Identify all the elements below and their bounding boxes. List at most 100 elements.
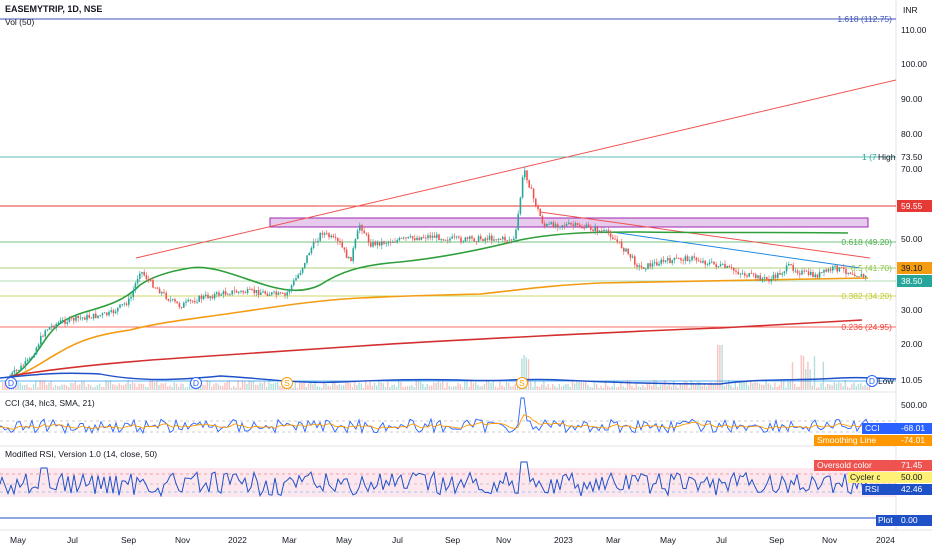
volume-bar bbox=[725, 383, 728, 390]
candle-body bbox=[574, 223, 577, 226]
candle-body bbox=[581, 227, 583, 229]
volume-bar bbox=[851, 384, 853, 390]
volume-bar bbox=[703, 383, 706, 390]
volume-bar bbox=[316, 386, 318, 390]
volume-bar bbox=[290, 386, 292, 390]
price-tick: 70.00 bbox=[901, 164, 923, 174]
volume-bar bbox=[362, 387, 365, 390]
volume-bar bbox=[395, 386, 398, 390]
candle-body bbox=[700, 261, 702, 263]
volume-bar bbox=[571, 381, 574, 390]
candle-body bbox=[526, 170, 528, 181]
moving-average-green[interactable] bbox=[9, 231, 849, 379]
volume-bar bbox=[684, 381, 686, 390]
volume-bar bbox=[642, 385, 644, 390]
rsi-line[interactable] bbox=[0, 461, 870, 498]
candle-body bbox=[198, 295, 200, 302]
candle-body bbox=[411, 236, 414, 239]
volume-bar bbox=[180, 383, 182, 390]
candle-body bbox=[480, 236, 482, 240]
candle-body bbox=[548, 223, 550, 225]
candle-body bbox=[645, 268, 647, 270]
candle-body bbox=[95, 313, 97, 318]
candle-body bbox=[695, 257, 698, 261]
volume-bar bbox=[558, 383, 560, 390]
candle-body bbox=[788, 264, 790, 266]
volume-bar bbox=[334, 380, 336, 390]
price-high-value: 73.50 bbox=[901, 152, 923, 162]
volume-bar bbox=[767, 383, 769, 390]
volume-bar bbox=[340, 385, 343, 390]
event-marker-d[interactable]: D bbox=[190, 377, 202, 389]
candle-body bbox=[229, 294, 231, 296]
candle-body bbox=[205, 294, 207, 296]
candle-body bbox=[207, 294, 209, 299]
time-tick: May bbox=[10, 535, 27, 545]
event-marker-d[interactable]: D bbox=[5, 377, 17, 389]
volume-bar bbox=[622, 386, 624, 390]
symbol-title[interactable]: EASEMYTRIP, 1D, NSE bbox=[5, 4, 102, 14]
candle-body bbox=[748, 273, 750, 277]
candle-body bbox=[134, 283, 137, 291]
volume-bar bbox=[866, 386, 868, 390]
volume-bar bbox=[426, 383, 428, 390]
candle-body bbox=[51, 325, 53, 328]
volume-bar bbox=[428, 385, 431, 390]
candle-body bbox=[656, 262, 658, 266]
candle-body bbox=[807, 271, 810, 275]
candle-body bbox=[541, 216, 544, 224]
volume-bar bbox=[270, 383, 272, 390]
candle-body bbox=[73, 317, 75, 321]
candle-body bbox=[482, 239, 484, 241]
candle-body bbox=[444, 239, 447, 241]
currency-label[interactable]: INR bbox=[903, 5, 918, 15]
volume-bar bbox=[107, 381, 109, 390]
volume-bar bbox=[50, 380, 52, 390]
candle-body bbox=[101, 313, 104, 316]
candle-body bbox=[304, 262, 306, 268]
volume-bar bbox=[131, 381, 134, 390]
event-marker-s[interactable]: S bbox=[516, 377, 528, 389]
candle-body bbox=[550, 222, 552, 224]
volume-bar bbox=[563, 385, 565, 390]
upper-trendline[interactable] bbox=[135, 79, 897, 259]
moving-average-orange[interactable] bbox=[9, 277, 869, 379]
event-marker-s[interactable]: S bbox=[281, 377, 293, 389]
volume-bar bbox=[2, 382, 4, 390]
candle-body bbox=[559, 226, 561, 228]
candle-body bbox=[405, 237, 407, 239]
time-axis[interactable]: May Jul Sep Nov 2022 Mar May Jul Sep Nov… bbox=[10, 535, 895, 545]
volume-indicator-label[interactable]: Vol (50) bbox=[5, 17, 34, 27]
volume-bar bbox=[90, 385, 92, 390]
candle-body bbox=[513, 238, 515, 241]
volume-bar bbox=[59, 385, 61, 390]
candle-body bbox=[376, 241, 379, 246]
candle-body bbox=[279, 292, 282, 294]
volume-bar bbox=[692, 382, 695, 390]
volume-bar bbox=[708, 383, 710, 390]
volume-bar bbox=[63, 384, 65, 390]
candle-body bbox=[750, 273, 753, 274]
event-marker-d[interactable]: D bbox=[866, 375, 878, 387]
candle-body bbox=[497, 239, 500, 241]
candle-body bbox=[326, 233, 328, 235]
candle-body bbox=[321, 233, 324, 235]
cci-line[interactable] bbox=[0, 397, 870, 435]
candle-body bbox=[15, 369, 18, 371]
cci-smoothing-line[interactable] bbox=[0, 414, 870, 430]
descending-trendline[interactable] bbox=[539, 211, 871, 259]
candle-body bbox=[792, 264, 794, 271]
price-candles[interactable] bbox=[9, 166, 867, 378]
volume-bar bbox=[472, 383, 475, 390]
blue-trendline[interactable] bbox=[611, 231, 861, 269]
candle-body bbox=[466, 237, 469, 239]
volume-bar bbox=[521, 358, 523, 390]
volume-bar bbox=[547, 384, 549, 390]
rsi-indicator-title[interactable]: Modified RSI, Version 1.0 (14, close, 50… bbox=[5, 449, 157, 459]
cci-indicator-title[interactable]: CCI (34, hlc3, SMA, 21) bbox=[5, 398, 95, 408]
candle-body bbox=[796, 270, 799, 274]
moving-average-red[interactable] bbox=[9, 319, 863, 377]
candle-body bbox=[713, 261, 715, 265]
